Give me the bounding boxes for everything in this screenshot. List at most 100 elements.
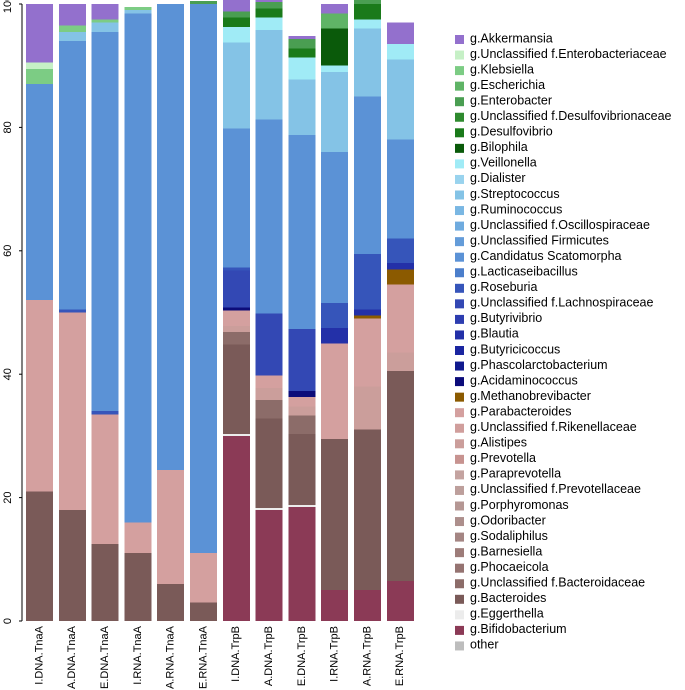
bar-segment-i-dna-trpb-g-streptococcus <box>222 42 250 129</box>
legend-label-g-roseburia: g.Roseburia <box>470 280 537 294</box>
bar-segment-e-dna-trpb-g-candidatus-scatomorpha <box>288 134 316 330</box>
bar-segment-i-dna-trpb-g-unclassified-f-bacteroidaceae <box>222 332 250 345</box>
bar-segment-a-dna-tnaa-g-parabacteroides <box>58 312 86 510</box>
bar-segment-i-rna-tnaa-g-candidatus-scatomorpha <box>124 13 152 523</box>
bar-segment-i-rna-trpb-g-blautia <box>321 327 349 344</box>
legend-label-g-unclassified-f-bacteroidaceae: g.Unclassified f.Bacteroidaceae <box>470 576 645 590</box>
bar-segment-i-dna-trpb-g-unclassified-f-lachnospiraceae <box>222 270 250 308</box>
bar-segment-e-dna-trpb-g-parabacteroides <box>288 397 316 407</box>
bar-segment-a-dna-tnaa-g-streptococcus <box>58 31 86 42</box>
bar-segment-e-dna-trpb-g-akkermansia <box>288 36 316 40</box>
legend-label-g-unclassified-f-prevotellaceae: g.Unclassified f.Prevotellaceae <box>470 482 641 496</box>
bar-segment-e-dna-tnaa-g-candidatus-scatomorpha <box>91 31 119 412</box>
bar-segment-i-dna-tnaa-g-klebsiella <box>26 68 53 85</box>
bar-segment-a-rna-trpb-g-parabacteroides <box>354 318 381 387</box>
x-tick-label-e-dna-trpb: E.DNA.TrpB <box>296 626 308 686</box>
bar-segment-i-dna-trpb-g-acidaminococcus <box>222 307 250 311</box>
bar-segment-e-dna-tnaa-g-parabacteroides <box>91 414 119 544</box>
bar-segment-i-dna-tnaa-g-parabacteroides <box>26 300 53 492</box>
bar-segment-e-dna-trpb-g-alistipes <box>288 406 316 416</box>
legend-label-g-escherichia: g.Escherichia <box>470 78 545 92</box>
bar-segment-e-dna-trpb-g-bifidobacterium <box>288 506 316 621</box>
legend-swatch-g-unclassified-f-enterobacteriaceae <box>455 50 464 60</box>
bar-segment-a-dna-trpb-g-unclassified-f-lachnospiraceae <box>255 313 283 376</box>
legend-swatch-g-streptococcus <box>455 190 464 200</box>
bar-segment-a-dna-tnaa-g-klebsiella <box>58 25 86 32</box>
legend-swatch-g-dialister <box>455 174 464 184</box>
legend-label-g-enterobacter: g.Enterobacter <box>470 93 552 107</box>
legend-label-g-blautia: g.Blautia <box>470 327 519 341</box>
x-tick-label-i-rna-tnaa: I.RNA.TnaA <box>132 625 144 684</box>
bar-segment-i-dna-trpb-g-desulfovibrio <box>222 17 250 27</box>
legend-label-g-butyricicoccus: g.Butyricicoccus <box>470 342 560 356</box>
legend-label-g-prevotella: g.Prevotella <box>470 451 536 465</box>
legend-swatch-g-acidaminococcus <box>455 377 464 387</box>
legend-label-g-butyrivibrio: g.Butyrivibrio <box>470 311 542 325</box>
legend-swatch-g-unclassified-firmicutes <box>455 237 464 247</box>
bar-segment-e-rna-trpb-g-veillonella <box>386 44 414 60</box>
x-axis: I.DNA.TnaA A.DNA.TnaA E.DNA.TnaA I.RNA.TnaA… <box>33 625 406 689</box>
legend-swatch-g-blautia <box>455 330 464 340</box>
bar-segment-e-rna-trpb-g-alistipes <box>386 352 414 372</box>
bar-segment-a-dna-trpb-g-candidatus-scatomorpha <box>255 119 283 314</box>
bar-segment-e-rna-tnaa-g-bacteroides <box>190 602 217 621</box>
bar-segment-e-dna-tnaa-g-roseburia <box>91 411 119 415</box>
legend-label-g-bifidobacterium: g.Bifidobacterium <box>470 622 567 636</box>
legend-label-g-methanobrevibacter: g.Methanobrevibacter <box>470 389 591 403</box>
y-tick-label: 100 <box>2 0 14 13</box>
bar-segment-i-dna-trpb-g-bacteroides <box>222 344 250 435</box>
bar-segment-e-rna-trpb-g-roseburia <box>386 238 414 264</box>
bar-segment-e-dna-trpb-g-unclassified-f-lachnospiraceae <box>288 329 316 391</box>
y-axis: 0 20 40 60 80 100 <box>2 0 23 624</box>
bar-segment-e-rna-trpb-g-bacteroides <box>386 371 414 581</box>
bar-segment-e-dna-tnaa-g-bacteroides <box>91 543 119 621</box>
legend-swatch-g-phocaeicola <box>455 563 464 573</box>
legend-swatch-g-butyrivibrio <box>455 314 464 324</box>
legend-swatch-g-roseburia <box>455 283 464 293</box>
bar-segment-i-rna-trpb-g-streptococcus <box>321 71 349 153</box>
bar-segment-i-dna-trpb-g-veillonella <box>222 26 250 43</box>
legend-label-g-candidatus-scatomorpha: g.Candidatus Scatomorpha <box>470 249 622 263</box>
bar-segment-a-rna-trpb-g-candidatus-scatomorpha <box>354 96 381 254</box>
y-tick-label: 20 <box>2 491 14 503</box>
bar-segment-e-dna-tnaa-g-streptococcus <box>91 22 119 32</box>
bar-segment-e-dna-trpb-g-streptococcus <box>288 79 316 135</box>
legend-label-g-phocaeicola: g.Phocaeicola <box>470 560 549 574</box>
x-tick-label-e-rna-tnaa: E.RNA.TnaA <box>197 625 209 689</box>
bar-segment-e-dna-trpb-g-eggerthella <box>288 505 316 507</box>
bar-segment-i-dna-tnaa-g-unclassified-f-enterobacteriaceae <box>26 62 53 69</box>
legend-swatch-g-akkermansia <box>455 35 464 44</box>
bar-segment-a-dna-tnaa-g-bacteroides <box>58 509 86 621</box>
bar-segment-a-rna-trpb-g-bacteroides <box>354 429 381 591</box>
x-tick-label-e-dna-tnaa: E.DNA.TnaA <box>99 625 111 689</box>
bar-segment-e-dna-tnaa-g-klebsiella <box>91 19 119 23</box>
legend-label-g-unclassified-f-desulfovibrionaceae: g.Unclassified f.Desulfovibrionaceae <box>470 109 672 123</box>
bar-segment-i-rna-trpb-g-parabacteroides <box>321 343 349 439</box>
legend-label-g-barnesiella: g.Barnesiella <box>470 544 542 558</box>
legend-swatch-g-unclassified-f-bacteroidaceae <box>455 579 464 589</box>
legend-swatch-g-enterobacter <box>455 97 464 107</box>
bar-segment-i-rna-trpb-g-akkermansia <box>321 4 349 14</box>
legend-swatch-g-alistipes <box>455 439 464 449</box>
legend-label-g-lacticaseibacillus: g.Lacticaseibacillus <box>470 265 578 279</box>
legend-swatch-g-porphyromonas <box>455 501 464 511</box>
y-tick-label: 40 <box>2 368 14 380</box>
bar-segment-i-rna-tnaa-g-parabacteroides <box>124 522 152 554</box>
x-tick-label-i-rna-trpb: I.RNA.TrpB <box>329 626 341 682</box>
legend-swatch-g-unclassified-f-prevotellaceae <box>455 485 464 495</box>
legend-swatch-g-sodaliphilus <box>455 532 464 542</box>
bar-segment-a-dna-trpb-g-parabacteroides <box>255 375 283 388</box>
legend-label-g-acidaminococcus: g.Acidaminococcus <box>470 373 578 387</box>
legend-swatch-g-desulfovibrio <box>455 128 464 138</box>
legend-label-g-unclassified-firmicutes: g.Unclassified Firmicutes <box>470 233 609 247</box>
legend-label-g-unclassified-f-rikenellaceae: g.Unclassified f.Rikenellaceae <box>470 420 637 434</box>
bar-segment-i-rna-trpb-g-candidatus-scatomorpha <box>321 152 349 304</box>
legend-swatch-g-lacticaseibacillus <box>455 268 464 278</box>
bar-segment-i-dna-trpb-g-roseburia <box>222 267 250 271</box>
y-tick-label: 60 <box>2 245 14 257</box>
legend-label-g-sodaliphilus: g.Sodaliphilus <box>470 529 548 543</box>
bar-segment-a-dna-trpb-g-bifidobacterium <box>255 509 283 621</box>
bar-segment-i-rna-tnaa-g-streptococcus <box>124 10 152 14</box>
bar-segment-i-dna-trpb-g-candidatus-scatomorpha <box>222 128 250 268</box>
